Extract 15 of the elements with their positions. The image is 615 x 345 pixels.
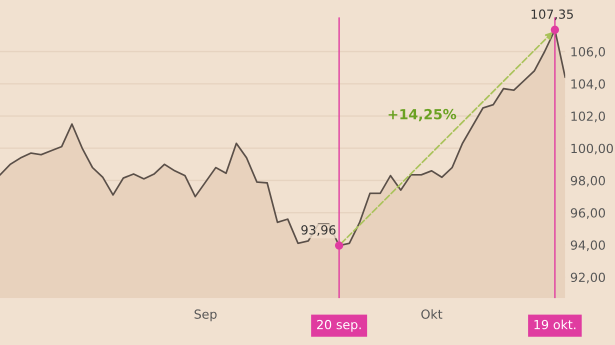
x-tick-label: Sep	[194, 309, 217, 322]
y-tick-label: 102,0	[571, 111, 605, 122]
data-label: 93,96	[301, 225, 336, 236]
x-tick-label: 19 okt.	[534, 320, 576, 330]
data-label: 107,35	[532, 9, 573, 20]
y-tick-label: 98,00	[570, 176, 605, 187]
x-tick-label: 20 sep.	[317, 320, 361, 332]
annotation: +14,25%	[388, 108, 456, 122]
y-tick-label: 104,0	[571, 79, 605, 90]
y-tick-label: 100,00	[571, 144, 613, 154]
y-tick-label: 92,00	[570, 272, 605, 284]
y-tick-label: 96,00	[570, 208, 605, 219]
y-tick-label: 94,00	[570, 240, 605, 252]
y-tick-label: 106,0	[571, 47, 605, 58]
x-tick-label: Okt	[421, 309, 442, 319]
